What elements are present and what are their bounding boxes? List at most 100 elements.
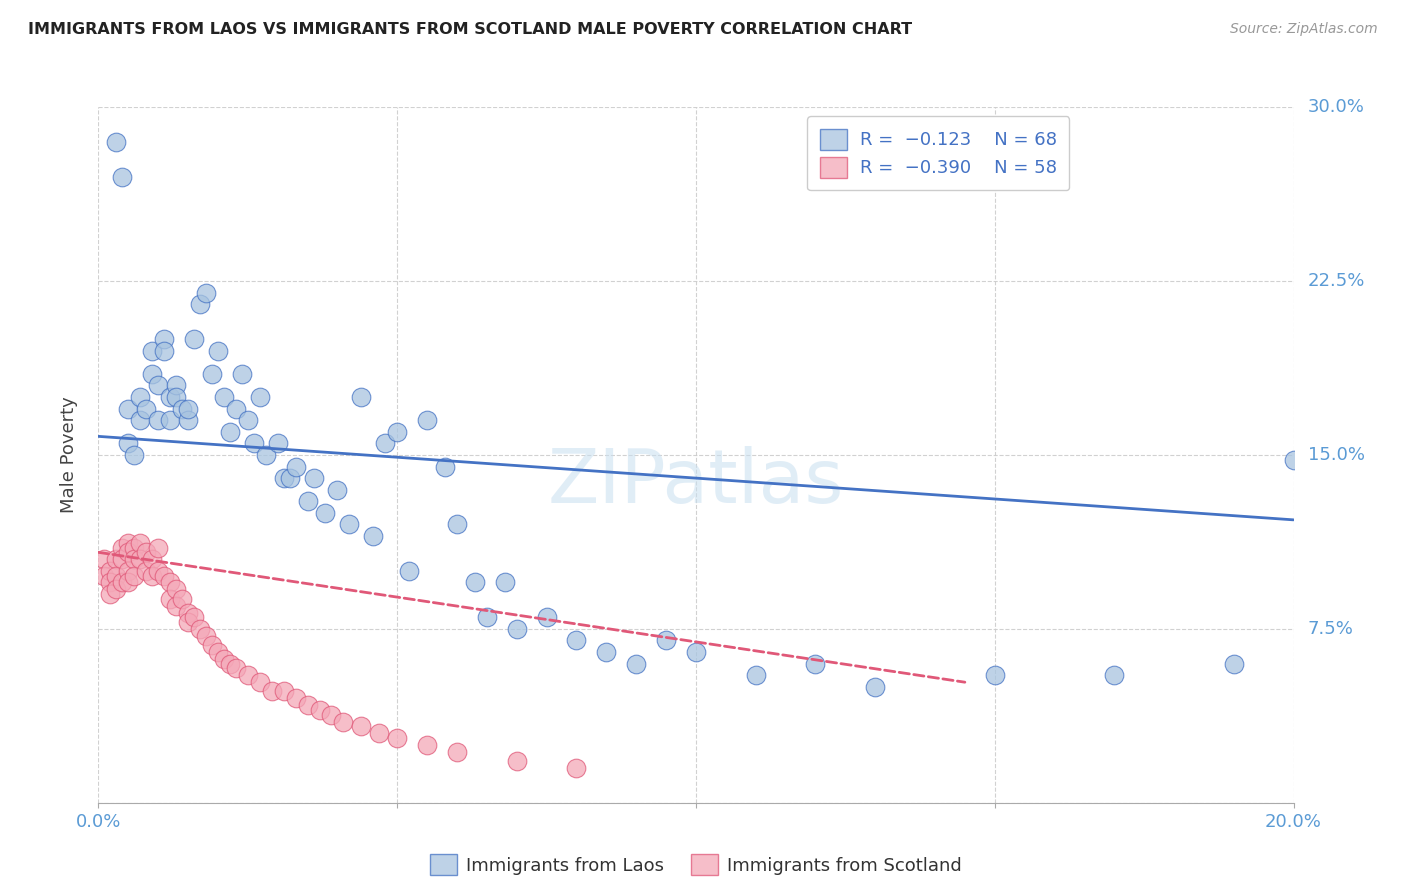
Point (201, 638, 224, 652)
Point (93, 568, 115, 582)
Point (165, 582, 187, 597)
Point (111, 541, 134, 555)
Point (117, 401, 139, 416)
Point (177, 615, 200, 629)
Point (284, 459, 307, 474)
Point (506, 754, 529, 768)
Point (98, 587, 122, 601)
Point (332, 714, 354, 729)
Point (655, 633, 678, 648)
Text: 22.5%: 22.5% (1308, 272, 1365, 290)
Point (297, 494, 319, 508)
Point (374, 436, 396, 450)
Point (159, 591, 181, 606)
Point (117, 564, 139, 578)
Text: 30.0%: 30.0% (1308, 98, 1365, 116)
Point (297, 698, 319, 713)
Point (153, 568, 176, 582)
Point (124, 552, 146, 566)
Point (416, 738, 439, 752)
Point (172, 591, 194, 606)
Point (236, 413, 259, 427)
Point (183, 332, 205, 346)
Point (804, 657, 827, 671)
Point (267, 436, 290, 450)
Point (249, 675, 271, 690)
Text: 15.0%: 15.0% (1308, 446, 1365, 464)
Point (111, 169, 134, 184)
Point (117, 436, 139, 450)
Point (207, 645, 229, 659)
Point (135, 545, 157, 559)
Point (148, 541, 170, 555)
Point (165, 599, 187, 613)
Point (177, 401, 200, 416)
Point (117, 545, 139, 559)
Point (207, 343, 229, 358)
Point (385, 731, 409, 745)
Point (148, 564, 170, 578)
Point (117, 536, 139, 550)
Point (865, 680, 887, 694)
Point (321, 707, 343, 722)
Point (565, 761, 588, 775)
Point (141, 367, 163, 381)
Point (194, 629, 218, 643)
Point (1223, 657, 1246, 671)
Point (129, 413, 152, 427)
Point (212, 652, 235, 666)
Text: Source: ZipAtlas.com: Source: ZipAtlas.com (1230, 22, 1378, 37)
Point (273, 471, 295, 485)
Point (129, 552, 152, 566)
Point (416, 413, 439, 427)
Y-axis label: Male Poverty: Male Poverty (59, 397, 77, 513)
Point (624, 657, 647, 671)
Point (98, 564, 122, 578)
Point (188, 622, 211, 636)
Text: ZIPatlas: ZIPatlas (548, 446, 844, 519)
Point (243, 436, 266, 450)
Point (536, 610, 558, 624)
Point (111, 552, 134, 566)
Point (105, 568, 128, 582)
Point (339, 517, 360, 532)
Point (135, 564, 157, 578)
Point (302, 471, 325, 485)
Point (236, 668, 259, 682)
Point (350, 719, 373, 733)
Point (135, 401, 157, 416)
Point (194, 285, 218, 300)
Point (368, 726, 391, 740)
Point (315, 506, 337, 520)
Point (148, 378, 170, 392)
Point (124, 568, 146, 582)
Point (983, 668, 1005, 682)
Point (124, 448, 146, 462)
Point (685, 645, 707, 659)
Point (434, 459, 457, 474)
Point (159, 390, 181, 404)
Point (506, 622, 529, 636)
Point (153, 343, 176, 358)
Legend: Immigrants from Laos, Immigrants from Scotland: Immigrants from Laos, Immigrants from Sc… (420, 846, 972, 884)
Point (159, 575, 181, 590)
Point (475, 610, 498, 624)
Point (105, 552, 128, 566)
Text: IMMIGRANTS FROM LAOS VS IMMIGRANTS FROM SCOTLAND MALE POVERTY CORRELATION CHART: IMMIGRANTS FROM LAOS VS IMMIGRANTS FROM … (28, 22, 912, 37)
Point (159, 413, 181, 427)
Text: 7.5%: 7.5% (1308, 620, 1354, 638)
Point (105, 582, 128, 597)
Point (1282, 452, 1305, 467)
Point (273, 684, 295, 698)
Point (153, 332, 176, 346)
Point (278, 471, 301, 485)
Point (219, 425, 242, 439)
Point (201, 367, 224, 381)
Point (225, 401, 247, 416)
Point (183, 610, 205, 624)
Point (111, 575, 134, 590)
Point (494, 575, 516, 590)
Point (464, 575, 486, 590)
Point (148, 413, 170, 427)
Point (446, 517, 468, 532)
